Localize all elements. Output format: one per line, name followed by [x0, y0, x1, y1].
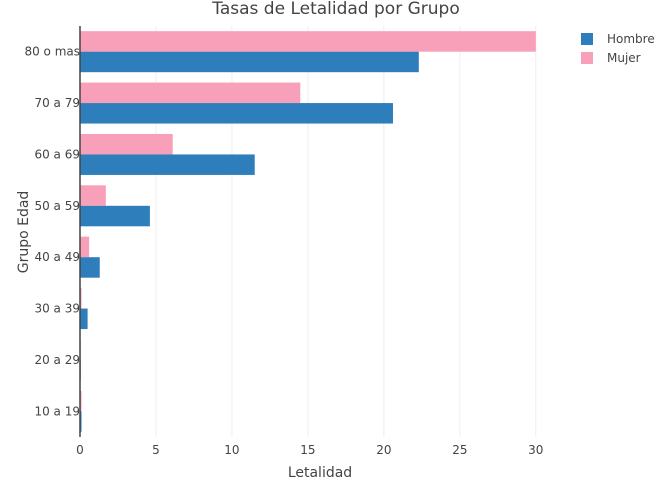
bar-hombre-60-a-69[interactable] — [80, 154, 255, 175]
legend-item-mujer[interactable]: Mujer — [581, 51, 641, 65]
bars — [80, 31, 536, 432]
x-tick-label: 30 — [528, 443, 543, 457]
legend-swatch — [581, 52, 593, 64]
bar-hombre-40-a-49[interactable] — [80, 257, 100, 278]
bar-mujer-30-a-39[interactable] — [80, 288, 82, 309]
y-tick-label: 50 a 59 — [34, 199, 80, 213]
bar-hombre-30-a-39[interactable] — [80, 308, 88, 330]
legend-label: Mujer — [607, 51, 641, 65]
bar-mujer-50-a-59[interactable] — [80, 185, 106, 206]
chart-title: Tasas de Letalidad por Grupo — [211, 0, 459, 19]
x-tick-label: 20 — [376, 443, 391, 457]
y-tick-label: 20 a 29 — [34, 353, 80, 367]
legend-item-hombre[interactable]: Hombre — [581, 32, 655, 46]
legend-label: Hombre — [607, 32, 655, 46]
x-tick-label: 10 — [224, 443, 239, 457]
y-tick-label: 30 a 39 — [34, 302, 80, 316]
y-tick-label: 60 a 69 — [34, 147, 80, 161]
bar-hombre-10-a-19[interactable] — [80, 411, 82, 432]
y-tick-label: 80 o mas — [24, 45, 80, 59]
legend[interactable]: Hombre Mujer — [581, 32, 655, 65]
y-tick-labels: 10 a 19 20 a 29 30 a 39 40 a 49 50 a 59 60 a … — [24, 45, 80, 419]
legend-swatch — [581, 33, 593, 45]
y-tick-label: 40 a 49 — [34, 250, 80, 264]
x-axis-label: Letalidad — [288, 465, 352, 480]
bar-hombre-50-a-59[interactable] — [80, 205, 150, 227]
y-tick-label: 10 a 19 — [34, 404, 80, 418]
x-tick-label: 15 — [300, 443, 315, 457]
y-axis-label: Grupo Edad — [16, 191, 32, 274]
bar-hombre-70-a-79[interactable] — [80, 103, 393, 124]
x-tick-labels: 0 5 10 15 20 25 30 — [76, 443, 543, 457]
bar-mujer-10-a-19[interactable] — [80, 390, 82, 412]
bar-mujer-40-a-49[interactable] — [80, 236, 90, 258]
y-tick-label: 70 a 79 — [34, 96, 80, 110]
bar-mujer-70-a-79[interactable] — [80, 82, 301, 104]
x-tick-label: 0 — [76, 443, 84, 457]
x-tick-label: 25 — [452, 443, 467, 457]
bar-hombre-80-o-mas[interactable] — [80, 51, 419, 73]
bar-mujer-60-a-69[interactable] — [80, 133, 173, 155]
x-tick-label: 5 — [152, 443, 160, 457]
bar-mujer-80-o-mas[interactable] — [80, 31, 536, 52]
